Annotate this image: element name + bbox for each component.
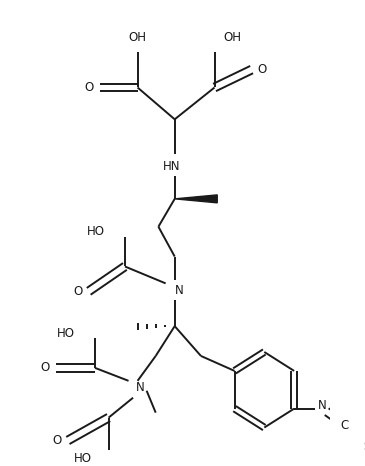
- Text: OH: OH: [224, 31, 242, 44]
- Text: S: S: [363, 440, 365, 453]
- Text: OH: OH: [128, 31, 147, 44]
- Text: N: N: [318, 399, 327, 412]
- Text: N: N: [136, 381, 145, 394]
- Text: N: N: [175, 284, 184, 297]
- Text: HO: HO: [74, 452, 92, 465]
- Text: C: C: [341, 419, 349, 432]
- Text: HN: HN: [163, 159, 181, 172]
- Polygon shape: [175, 195, 217, 203]
- Text: O: O: [73, 285, 82, 298]
- Text: HO: HO: [57, 327, 75, 340]
- Text: HO: HO: [87, 225, 105, 238]
- Text: O: O: [41, 362, 50, 374]
- Text: O: O: [258, 63, 267, 76]
- Text: O: O: [84, 81, 93, 94]
- Text: O: O: [53, 434, 62, 447]
